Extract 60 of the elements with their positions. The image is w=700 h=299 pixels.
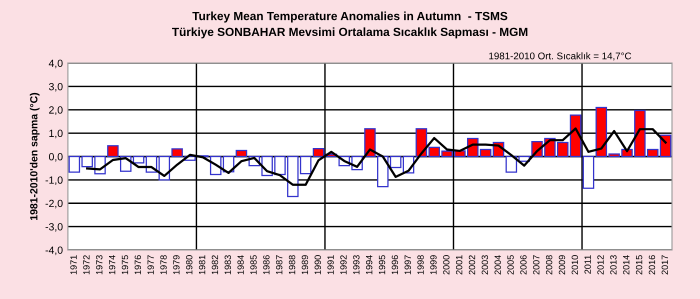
x-tick-label: 2002	[468, 255, 476, 274]
y-tick-label: 0,0	[48, 153, 63, 162]
x-tick-label: 2007	[533, 255, 540, 274]
y-tick-label: 2,0	[49, 106, 63, 115]
text: 1981-2010 Ort. Sıcaklık = 14,7°C	[489, 52, 632, 61]
x-tick-label: 1992	[340, 255, 347, 274]
y-tick-label: 1,0	[49, 130, 63, 138]
chart-title: Turkey Mean Temperature Anomalies in Autumn - TSMS	[192, 12, 508, 23]
x-tick-label: 2009	[558, 255, 566, 274]
x-tick-label: 1987	[276, 255, 282, 274]
x-tick-label: 1989	[302, 255, 308, 274]
y-tick-label: 3,0	[48, 82, 63, 92]
x-tick-label: 1973	[96, 255, 102, 274]
chart-subtitle: Türkiye SONBAHAR Mevsimi Ortalama Sıcaklık Sapması - MGM	[172, 27, 528, 38]
y-tick-label: -1,0	[46, 176, 63, 185]
x-tick-label: 1994	[366, 255, 372, 274]
x-tick-label: 2015	[636, 255, 642, 274]
x-tick-label: 2017	[662, 255, 668, 274]
x-tick-label: 2004	[494, 255, 501, 274]
x-tick-label: 1976	[134, 255, 142, 274]
x-tick-label: 1978	[160, 255, 167, 274]
x-tick-label: 2011	[584, 255, 591, 274]
x-tick-label: 2014	[623, 255, 630, 274]
x-tick-label: 1985	[250, 255, 257, 274]
x-tick-label: 2001	[456, 255, 462, 274]
x-tick-label: 1991	[327, 255, 334, 274]
x-tick-label: 1996	[392, 255, 398, 274]
x-tick-label: 2000	[443, 255, 450, 274]
x-tick-label: 1993	[353, 255, 360, 274]
x-tick-label: 2008	[546, 255, 552, 274]
x-tick-label: 2012	[597, 255, 604, 274]
x-tick-label: 1984	[237, 255, 244, 274]
x-tick-label: 2003	[482, 255, 488, 274]
x-tick-label: 1983	[224, 255, 231, 274]
x-tick-label: 1988	[288, 255, 296, 274]
x-tick-label: 2013	[610, 255, 617, 274]
x-tick-label: 1975	[122, 255, 128, 274]
y-axis-title: 1981-2010'den sapma (°C)	[30, 92, 40, 220]
x-tick-label: 1999	[430, 255, 437, 274]
x-tick-label: 2010	[572, 255, 578, 274]
x-tick-label: 1990	[314, 255, 321, 274]
x-tick-label: 1986	[263, 255, 270, 274]
x-tick-label: 1997	[404, 255, 411, 274]
x-tick-label: 1979	[173, 255, 180, 274]
y-tick-label: -4,0	[46, 246, 63, 256]
x-tick-label: 1982	[212, 255, 218, 274]
x-tick-label: 2016	[648, 255, 656, 274]
x-tick-label: 1981	[198, 255, 206, 274]
y-tick-label: -2,0	[46, 200, 63, 208]
y-tick-label: -3,0	[46, 223, 63, 232]
x-tick-label: 1998	[417, 255, 424, 274]
x-tick-label: 1980	[186, 255, 192, 274]
x-tick-label: 2005	[507, 255, 514, 274]
y-tick-label: 4,0	[48, 60, 63, 68]
x-tick-label: 1971	[70, 255, 77, 274]
x-tick-label: 2006	[520, 255, 527, 274]
x-tick-label: 1972	[83, 255, 90, 274]
x-tick-label: 1977	[147, 255, 154, 274]
x-tick-label: 1974	[108, 255, 116, 274]
x-tick-label: 1995	[378, 255, 386, 274]
